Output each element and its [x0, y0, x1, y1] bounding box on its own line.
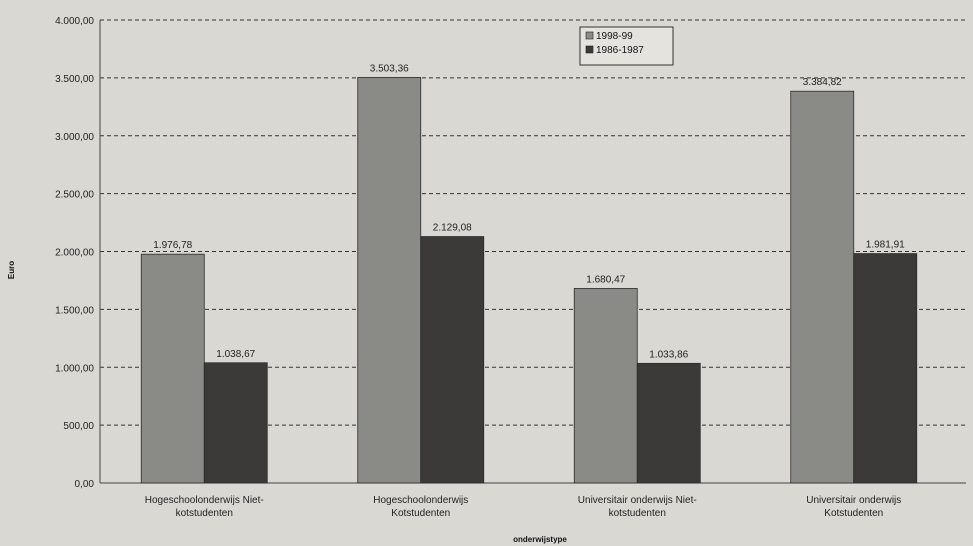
y-tick-label: 500,00 [63, 421, 94, 432]
data-label: 1.976,78 [153, 240, 192, 251]
y-tick-label: 2.000,00 [55, 248, 94, 259]
bar [853, 253, 918, 484]
y-tick-label: 4.000,00 [55, 16, 94, 27]
bar [420, 236, 485, 484]
y-tick-label: 3.500,00 [55, 74, 94, 85]
data-label: 1.680,47 [586, 274, 625, 285]
data-label: 1.038,67 [216, 349, 255, 360]
bar [140, 253, 205, 484]
legend-swatch [585, 45, 594, 54]
y-tick-label: 1.500,00 [55, 305, 94, 316]
data-label: 1.033,86 [649, 349, 688, 360]
data-label: 3.384,82 [803, 77, 842, 88]
y-tick-label: 3.000,00 [55, 132, 94, 143]
x-tick-label: Universitair onderwijs Niet-kotstudenten [578, 495, 697, 519]
bar [573, 288, 638, 484]
y-tick-label: 0,00 [75, 479, 95, 490]
legend-box [579, 26, 674, 66]
bar [357, 77, 422, 484]
y-tick-label: 1.000,00 [55, 363, 94, 374]
legend-label: 1986-1987 [596, 45, 644, 56]
bar [203, 362, 268, 484]
legend: 1998-99 1986-1987 [579, 26, 674, 66]
data-label: 1.981,91 [866, 240, 905, 251]
bar [790, 90, 855, 484]
data-label: 2.129,08 [433, 223, 472, 234]
x-tick-label: Universitair onderwijs Kotstudenten [806, 495, 901, 519]
x-tick-label: Hogeschoolonderwijs Niet-kotstudenten [145, 495, 264, 519]
y-axis-title: Euro [7, 261, 16, 279]
x-axis-title: onderwijstype [513, 535, 567, 544]
bar [636, 362, 701, 484]
y-tick-label: 2.500,00 [55, 190, 94, 201]
legend-swatch [585, 31, 594, 40]
x-tick-label: Hogeschoolonderwijs Kotstudenten [373, 495, 468, 519]
legend-label: 1998-99 [596, 31, 633, 42]
data-label: 3.503,36 [370, 63, 409, 74]
